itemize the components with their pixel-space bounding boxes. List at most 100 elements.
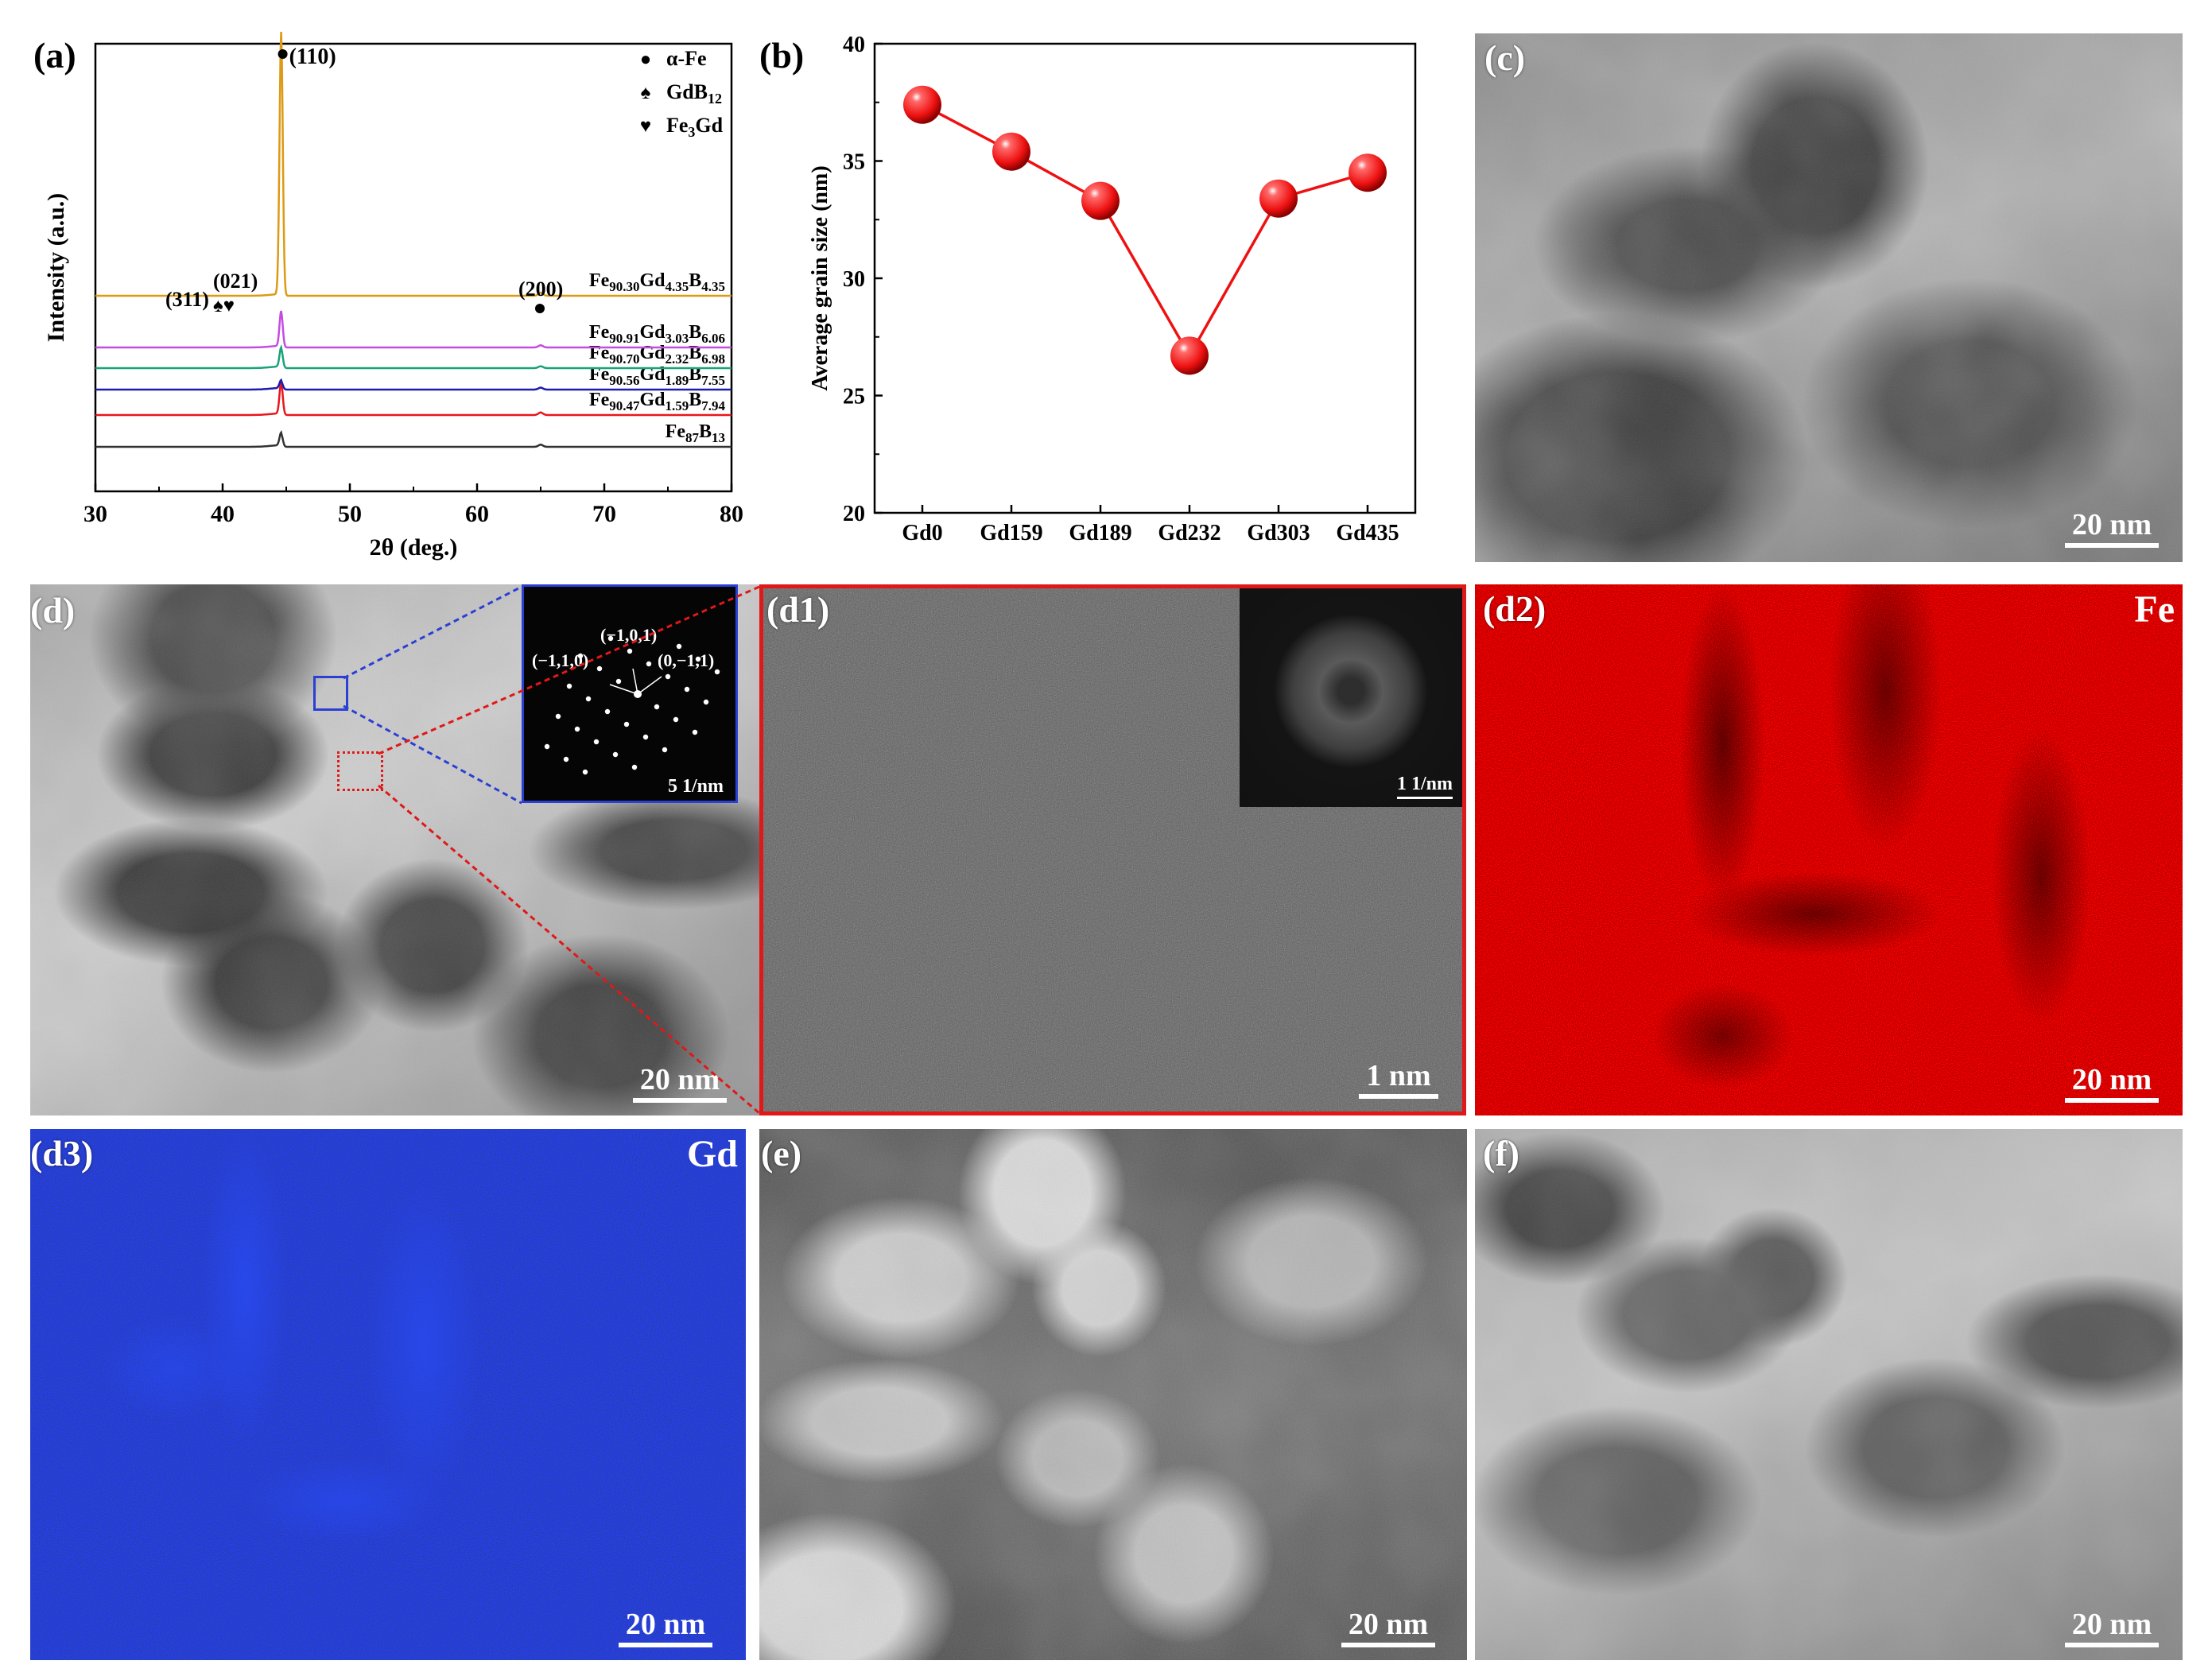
element-label: Fe bbox=[2134, 588, 2175, 630]
panel-c: (c) 20 nm bbox=[1475, 33, 2183, 562]
y-tick-label: 25 bbox=[843, 385, 865, 409]
x-axis-label: 2θ (deg.) bbox=[370, 534, 458, 561]
scale-bar: 20 nm bbox=[1341, 1609, 1435, 1647]
panel-f: (f) 20 nm bbox=[1475, 1129, 2183, 1660]
y-tick-label: 30 bbox=[843, 267, 865, 292]
diffraction-label: (0,−1,1) bbox=[658, 650, 714, 670]
grain-size-point bbox=[1170, 336, 1209, 375]
panel-label: (c) bbox=[1484, 37, 1526, 78]
peak-label-021: (021) bbox=[213, 270, 258, 293]
series-label: Fe87B13 bbox=[666, 421, 725, 445]
diffraction-spot bbox=[566, 683, 572, 689]
peak-label-110: (110) bbox=[289, 45, 336, 69]
scale-bar-label: 20 nm bbox=[2071, 1608, 2152, 1641]
xrd-series-line bbox=[95, 31, 732, 297]
diffraction-spot bbox=[646, 661, 652, 667]
panel-e: (e) 20 nm bbox=[759, 1129, 1467, 1660]
panel-label: (d3) bbox=[30, 1133, 94, 1174]
peak-label-311: (311) bbox=[165, 288, 209, 311]
series-label: Fe90.91Gd3.03B6.06 bbox=[589, 322, 725, 346]
diffraction-vector bbox=[637, 676, 662, 695]
panel-label: (d) bbox=[30, 590, 76, 630]
legend-symbol: ● bbox=[640, 49, 652, 70]
y-axis-label: Intensity (a.u.) bbox=[43, 193, 69, 343]
peak-label-200: (200) bbox=[518, 277, 563, 301]
inset-scale-label: 5 1/nm bbox=[667, 776, 724, 797]
grain-size-point bbox=[903, 85, 941, 124]
diffraction-spot bbox=[631, 764, 638, 770]
scale-bar: 20 nm bbox=[2065, 1609, 2159, 1647]
y-tick-label: 40 bbox=[843, 33, 865, 57]
diffraction-spot bbox=[662, 747, 668, 753]
peak-marker-alpha-fe bbox=[277, 49, 288, 59]
series-label: Fe90.70Gd2.32B6.98 bbox=[589, 343, 725, 367]
grain-size-line bbox=[922, 103, 1368, 359]
diffraction-spot bbox=[596, 665, 603, 672]
diffraction-spot bbox=[673, 716, 679, 723]
diffraction-inset: (−1,0,1) (−1,1,0) (0,−1,1) 5 1/nm bbox=[522, 584, 738, 803]
diffraction-spot bbox=[654, 704, 660, 710]
fft-inset: 1 1/nm bbox=[1240, 588, 1462, 807]
legend-label: α-Fe bbox=[666, 47, 707, 70]
diffraction-label: (−1,1,0) bbox=[532, 650, 588, 670]
diffraction-spot bbox=[582, 769, 588, 775]
x-tick-label: 80 bbox=[720, 501, 743, 527]
diffraction-spot bbox=[714, 669, 720, 675]
panel-d3: (d3) Gd 20 nm bbox=[30, 1129, 746, 1660]
legend-label: GdB12 bbox=[666, 80, 722, 107]
diffraction-spot bbox=[544, 743, 550, 750]
xrd-series-line bbox=[95, 381, 732, 417]
diffraction-spot bbox=[593, 739, 600, 745]
scale-bar: 20 nm bbox=[619, 1609, 712, 1647]
panel-d1: (d1) 1 1/nm 1 nm bbox=[759, 584, 1466, 1115]
diffraction-spot bbox=[665, 673, 671, 680]
panel-label: (d2) bbox=[1483, 588, 1546, 629]
diffraction-spot bbox=[574, 726, 580, 732]
diffraction-spot bbox=[676, 643, 682, 650]
xrd-series-line bbox=[95, 343, 732, 370]
xrd-series-line bbox=[95, 429, 732, 448]
grain-size-point bbox=[1081, 181, 1120, 220]
x-tick-label: Gd435 bbox=[1336, 521, 1399, 545]
diffraction-spot bbox=[615, 678, 622, 685]
selection-box-blue bbox=[313, 676, 348, 711]
panel-label: (d1) bbox=[766, 589, 830, 630]
x-tick-label: 40 bbox=[211, 501, 235, 527]
diffraction-spot bbox=[623, 721, 630, 727]
diffraction-spot bbox=[555, 713, 561, 720]
x-tick-label: 70 bbox=[592, 501, 616, 527]
y-axis-label: Average grain size (nm) bbox=[808, 165, 832, 390]
peak-marker-200 bbox=[535, 304, 545, 313]
series-label: Fe90.30Gd4.35B4.35 bbox=[589, 270, 725, 294]
plot-frame bbox=[94, 42, 733, 493]
scale-bar: 20 nm bbox=[2065, 1065, 2159, 1103]
element-label: Gd bbox=[686, 1133, 738, 1175]
diffraction-spot bbox=[684, 686, 690, 693]
xrd-series-line bbox=[95, 310, 732, 349]
panel-d2: (d2) Fe 20 nm bbox=[1475, 584, 2183, 1115]
diffraction-label: (−1,0,1) bbox=[600, 625, 657, 645]
panel-label: (f) bbox=[1483, 1133, 1519, 1174]
panel-b: (b) 20 25 30 35 40 Average grain size (nm) Gd0 G… bbox=[755, 0, 1455, 580]
diffraction-spot bbox=[563, 756, 569, 762]
x-tick-label: Gd0 bbox=[902, 521, 942, 545]
grain-size-point bbox=[992, 132, 1030, 171]
x-tick-label: 50 bbox=[338, 501, 362, 527]
scale-bar-label: 20 nm bbox=[2071, 1063, 2152, 1096]
diffraction-spot bbox=[585, 696, 592, 702]
series-label: Fe90.47Gd1.59B7.94 bbox=[589, 390, 726, 413]
scale-bar-label: 20 nm bbox=[2071, 508, 2152, 541]
x-tick-label: Gd232 bbox=[1158, 521, 1220, 545]
series-label: Fe90.56Gd1.89B7.55 bbox=[589, 364, 725, 388]
diffraction-spot bbox=[692, 729, 698, 735]
panel-label: (b) bbox=[759, 35, 804, 76]
panel-label: (e) bbox=[761, 1133, 802, 1174]
diffraction-spot bbox=[604, 708, 611, 715]
legend-symbol: ♥ bbox=[640, 116, 651, 137]
grain-size-point bbox=[1349, 153, 1387, 192]
peak-marker-gdb12-fe3gd: ♠♥ bbox=[213, 296, 235, 316]
inset-scale-bar: 1 1/nm bbox=[1397, 774, 1453, 799]
xrd-chart: (a) 30 40 50 60 70 80 2θ (deg.) Intensity (a.u.)… bbox=[33, 31, 743, 561]
panel-label: (a) bbox=[33, 35, 76, 76]
scale-bar: 1 nm bbox=[1359, 1061, 1438, 1099]
